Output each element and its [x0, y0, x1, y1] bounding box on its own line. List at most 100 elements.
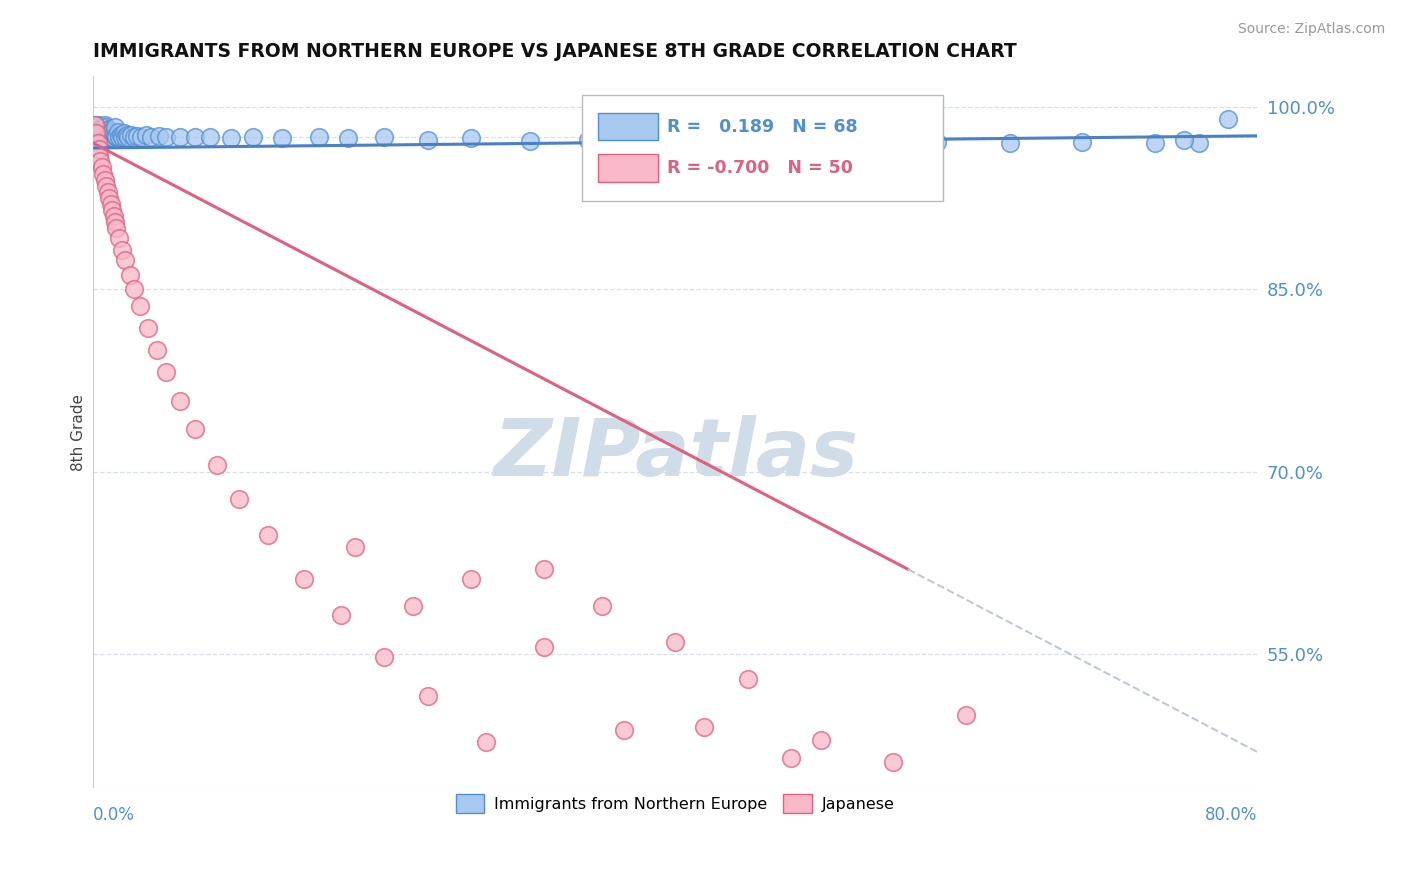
Point	[100, 197, 122, 211]
Point	[184, 422, 207, 436]
Point	[129, 130, 152, 145]
Point	[664, 635, 686, 649]
Point	[198, 130, 221, 145]
Text: 80.0%: 80.0%	[1205, 806, 1257, 824]
FancyBboxPatch shape	[599, 112, 658, 140]
Point	[93, 121, 115, 136]
Point	[955, 708, 977, 723]
Point	[402, 599, 425, 613]
Point	[112, 127, 135, 141]
Point	[105, 128, 128, 143]
Point	[336, 131, 359, 145]
Point	[90, 120, 112, 135]
Point	[613, 723, 636, 737]
Point	[87, 130, 110, 145]
Point	[998, 136, 1021, 150]
Point	[460, 572, 482, 586]
Point	[141, 130, 163, 145]
Point	[114, 252, 136, 267]
Point	[87, 148, 110, 162]
Point	[1071, 135, 1094, 149]
Point	[87, 142, 110, 156]
Point	[125, 128, 148, 143]
Point	[122, 282, 145, 296]
Point	[86, 124, 108, 138]
Point	[344, 541, 367, 555]
Point	[519, 134, 541, 148]
Point	[90, 130, 112, 145]
Point	[107, 125, 129, 139]
Point	[104, 120, 127, 135]
Point	[97, 185, 120, 199]
Point	[90, 161, 112, 175]
Text: Source: ZipAtlas.com: Source: ZipAtlas.com	[1237, 22, 1385, 37]
Point	[373, 130, 395, 145]
Point	[329, 608, 352, 623]
Point	[138, 321, 160, 335]
Point	[148, 128, 170, 143]
Point	[416, 689, 439, 703]
Point	[155, 130, 177, 145]
Point	[1216, 112, 1239, 126]
Text: R = -0.700   N = 50: R = -0.700 N = 50	[666, 159, 853, 178]
Point	[693, 721, 716, 735]
Point	[101, 130, 124, 145]
Point	[84, 127, 107, 141]
Point	[94, 128, 117, 143]
Point	[707, 134, 730, 148]
Point	[737, 672, 759, 686]
Point	[108, 231, 131, 245]
Point	[169, 130, 191, 145]
Point	[155, 365, 177, 379]
Y-axis label: 8th Grade: 8th Grade	[72, 393, 86, 471]
Point	[94, 118, 117, 132]
Point	[853, 136, 876, 150]
Point	[882, 755, 904, 769]
Legend: Immigrants from Northern Europe, Japanese: Immigrants from Northern Europe, Japanes…	[450, 788, 901, 820]
Point	[780, 135, 803, 149]
Point	[205, 458, 228, 472]
Point	[104, 128, 127, 143]
Point	[122, 130, 145, 145]
Point	[83, 118, 105, 132]
Point	[89, 154, 111, 169]
Point	[634, 135, 657, 149]
Point	[925, 135, 948, 149]
Point	[98, 130, 121, 145]
Point	[256, 528, 278, 542]
Point	[98, 122, 121, 136]
Point	[1188, 136, 1211, 150]
Text: IMMIGRANTS FROM NORTHERN EUROPE VS JAPANESE 8TH GRADE CORRELATION CHART: IMMIGRANTS FROM NORTHERN EUROPE VS JAPAN…	[93, 42, 1017, 61]
Point	[416, 132, 439, 146]
Point	[101, 203, 124, 218]
Point	[86, 130, 108, 145]
Point	[475, 735, 498, 749]
Point	[115, 128, 138, 142]
Point	[94, 172, 117, 186]
Point	[271, 131, 294, 145]
Point	[114, 130, 136, 145]
Point	[128, 299, 150, 313]
Point	[780, 751, 803, 765]
Point	[533, 562, 555, 576]
Point	[96, 130, 118, 145]
Point	[100, 124, 122, 138]
Point	[93, 167, 115, 181]
Point	[97, 121, 120, 136]
Point	[104, 215, 127, 229]
FancyBboxPatch shape	[599, 153, 658, 182]
Point	[93, 130, 115, 145]
Point	[89, 121, 111, 136]
Point	[103, 127, 125, 141]
Point	[184, 130, 207, 145]
Point	[810, 732, 832, 747]
Text: R =   0.189   N = 68: R = 0.189 N = 68	[666, 118, 858, 136]
Text: 0.0%: 0.0%	[93, 806, 135, 824]
Point	[228, 491, 250, 506]
Point	[308, 130, 330, 145]
Point	[96, 120, 118, 135]
Point	[120, 128, 142, 142]
Point	[87, 118, 110, 132]
Point	[135, 128, 157, 142]
Point	[117, 130, 139, 145]
